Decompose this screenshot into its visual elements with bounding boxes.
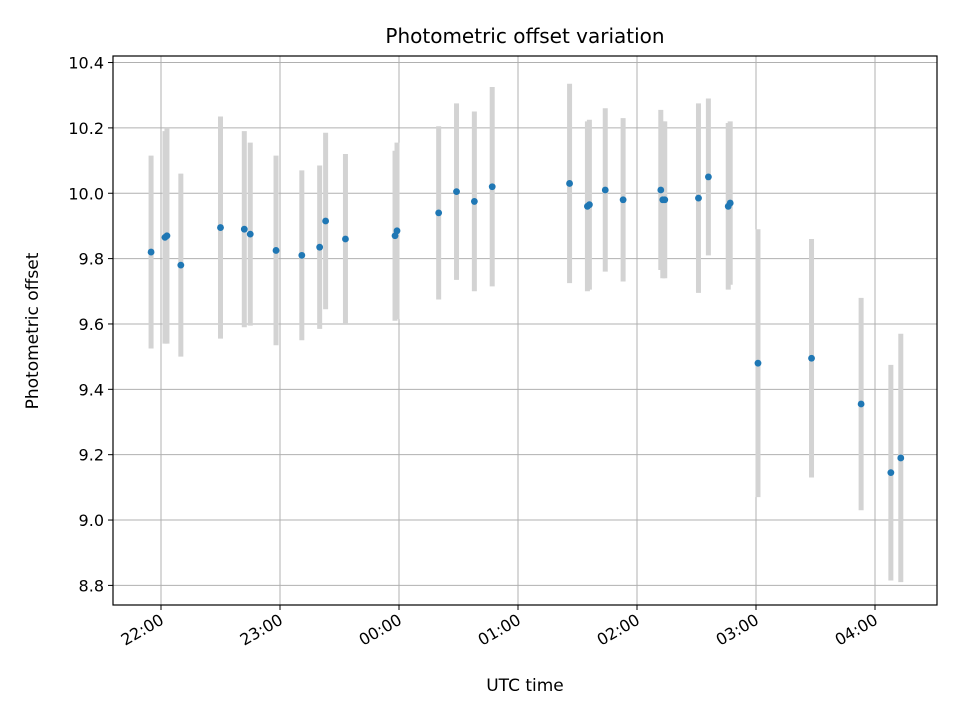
data-point (661, 196, 669, 204)
data-point (726, 199, 734, 207)
y-tick-label: 9.0 (79, 511, 104, 530)
y-tick-label: 10.2 (68, 119, 104, 138)
data-point (316, 243, 324, 251)
y-tick-label: 10.0 (68, 184, 104, 203)
y-tick-label: 8.8 (79, 576, 104, 595)
data-point (897, 454, 905, 462)
data-point (657, 186, 665, 194)
data-point (695, 194, 702, 202)
data-point (163, 232, 171, 240)
y-tick-label: 9.2 (79, 446, 104, 465)
plot-frame (112, 55, 938, 606)
data-point (566, 180, 573, 187)
data-points (147, 173, 905, 477)
data-point (393, 227, 401, 235)
data-point (217, 224, 224, 231)
data-point (754, 359, 762, 367)
data-point (342, 235, 349, 243)
data-point (705, 173, 712, 181)
data-point (808, 354, 815, 362)
data-point (453, 188, 460, 196)
data-point (322, 217, 330, 225)
data-point (887, 469, 895, 477)
chart-title: Photometric offset variation (385, 24, 664, 48)
data-point (470, 198, 478, 205)
y-axis: 8.8 9.0 9.2 9.4 9.6 9.8 10.0 10.2 10.4 (68, 54, 113, 595)
data-point (586, 201, 593, 209)
y-tick-label: 9.4 (79, 380, 104, 399)
data-point (601, 186, 609, 194)
y-tick-label: 9.6 (79, 315, 104, 334)
data-point (298, 251, 306, 259)
data-point (857, 400, 865, 408)
data-point (147, 248, 155, 256)
y-axis-label: Photometric offset (23, 252, 43, 409)
x-axis-label: UTC time (486, 676, 564, 696)
data-point (488, 183, 496, 191)
data-point (177, 261, 185, 269)
data-point (619, 196, 627, 204)
data-point (246, 230, 254, 238)
y-tick-label: 10.4 (68, 54, 104, 73)
data-point (240, 225, 248, 233)
data-point (272, 247, 280, 254)
data-point (435, 209, 443, 217)
y-tick-label: 9.8 (79, 250, 104, 269)
